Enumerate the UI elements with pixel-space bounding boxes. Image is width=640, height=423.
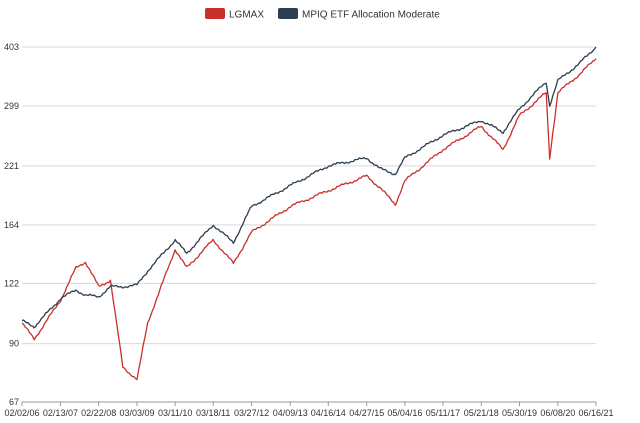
- legend-label: LGMAX: [229, 10, 264, 21]
- y-tick-label: 67: [9, 397, 19, 407]
- legend-swatch: [278, 8, 298, 19]
- series-line-mpiq: [21, 46, 597, 329]
- x-tick-label: 03/18/11: [196, 408, 230, 418]
- x-tick-label: 06/08/20: [540, 408, 575, 418]
- axes: 67 90 122 164 221 299 403 02/02/06 02/13/07 02/22…: [4, 42, 614, 418]
- x-tick-label: 03/11/10: [158, 408, 192, 418]
- y-tick-label: 403: [4, 42, 19, 52]
- x-tick-label: 05/21/18: [464, 408, 499, 418]
- y-tick-label: 164: [4, 220, 19, 230]
- y-tick-label: 221: [4, 161, 19, 171]
- x-tick-label: 04/27/15: [349, 408, 384, 418]
- legend-label: MPIQ ETF Allocation Moderate: [302, 10, 440, 21]
- y-tick-label: 90: [9, 339, 19, 349]
- series-line-lgmax: [21, 58, 597, 381]
- x-tick-label: 05/30/19: [502, 408, 537, 418]
- x-tick-label: 02/22/08: [81, 408, 116, 418]
- y-tick-label: 299: [4, 101, 19, 111]
- x-tick-label: 05/04/16: [387, 408, 422, 418]
- x-tick-label: 02/13/07: [43, 408, 78, 418]
- x-tick-label: 06/16/21: [578, 408, 613, 418]
- x-tick-label: 03/03/09: [120, 408, 155, 418]
- x-tick-label: 04/16/14: [311, 408, 346, 418]
- series-lines: [21, 46, 597, 381]
- x-tick-label: 04/09/13: [273, 408, 308, 418]
- x-tick-label: 02/02/06: [4, 408, 39, 418]
- grid-lines: [22, 46, 596, 403]
- x-tick-label: 05/11/17: [426, 408, 460, 418]
- y-tick-label: 122: [4, 278, 19, 288]
- x-tick-label: 03/27/12: [234, 408, 269, 418]
- legend-swatch: [205, 8, 225, 19]
- legend: LGMAX MPIQ ETF Allocation Moderate: [205, 8, 440, 21]
